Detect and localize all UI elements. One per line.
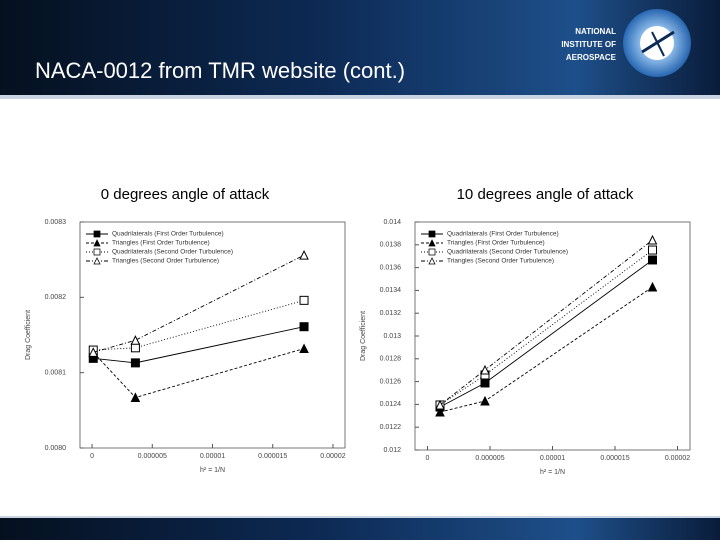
- y-tick-label: 0.0128: [380, 356, 402, 363]
- marker: [130, 335, 141, 345]
- legend-marker: [93, 239, 101, 247]
- legend-label: Quadrilaterals (First Order Turbulence): [447, 231, 559, 238]
- marker: [480, 378, 490, 388]
- x-tick-label: 0.000005: [138, 453, 167, 460]
- legend-label: Quadrilaterals (Second Order Turbulence): [112, 249, 233, 256]
- legend-marker: [428, 257, 436, 265]
- header-shadow: [0, 95, 720, 99]
- y-tick-label: 0.014: [383, 219, 401, 226]
- chart-title: 10 degrees angle of attack: [457, 186, 634, 203]
- y-tick-label: 0.0132: [380, 310, 402, 317]
- x-tick-label: 0: [90, 453, 94, 460]
- marker: [647, 281, 658, 292]
- x-axis-label: h² = 1/N: [200, 467, 225, 474]
- y-tick-label: 0.0080: [45, 445, 67, 452]
- marker: [480, 395, 490, 406]
- marker: [435, 406, 445, 417]
- y-tick-label: 0.012: [383, 447, 401, 454]
- y-tick-label: 0.0124: [380, 401, 402, 408]
- logo-emblem: [623, 9, 691, 77]
- slide-title: NACA-0012 from TMR website (cont.): [35, 58, 405, 83]
- marker: [130, 392, 141, 403]
- y-tick-label: 0.0082: [45, 294, 67, 301]
- logo-text: INSTITUTE OF: [561, 40, 616, 49]
- marker: [130, 343, 140, 353]
- y-tick-label: 0.0083: [45, 219, 67, 226]
- legend-marker: [428, 230, 436, 238]
- marker: [299, 343, 309, 354]
- marker: [299, 322, 309, 332]
- logo-text: NATIONAL: [575, 27, 616, 36]
- legend-label: Triangles (First Order Turbulence): [447, 240, 545, 247]
- x-tick-label: 0.00001: [200, 453, 225, 460]
- y-axis-label: Drag Coefficient: [25, 310, 32, 360]
- x-tick-label: 0.000005: [475, 455, 504, 462]
- header-bar: [0, 0, 720, 95]
- y-tick-label: 0.0126: [380, 378, 402, 385]
- marker: [435, 399, 445, 410]
- marker: [299, 250, 309, 260]
- legend-label: Quadrilaterals (Second Order Turbulence): [447, 249, 568, 256]
- marker: [88, 347, 99, 357]
- legend-label: Quadrilaterals (First Order Turbulence): [112, 231, 224, 238]
- legend-marker: [93, 230, 101, 238]
- legend-marker: [93, 248, 101, 256]
- legend-label: Triangles (First Order Turbulence): [112, 240, 210, 247]
- marker: [647, 234, 658, 245]
- x-axis-label: h² = 1/N: [540, 469, 565, 476]
- y-axis-label: Drag Coefficient: [360, 311, 367, 361]
- y-tick-label: 0.0081: [45, 370, 67, 377]
- x-tick-label: 0.00002: [665, 455, 690, 462]
- x-tick-label: 0.000015: [258, 453, 287, 460]
- y-tick-label: 0.013: [383, 333, 401, 340]
- y-tick-label: 0.0136: [380, 264, 402, 271]
- legend-marker: [428, 248, 436, 256]
- legend-label: Triangles (Second Order Turbulence): [447, 258, 554, 265]
- marker: [299, 295, 309, 305]
- x-tick-label: 0: [426, 455, 430, 462]
- footer-line: [0, 516, 720, 518]
- footer-bar: [0, 518, 720, 540]
- marker: [130, 358, 140, 368]
- chart-title: 0 degrees angle of attack: [101, 186, 270, 203]
- y-tick-label: 0.0134: [380, 287, 402, 294]
- marker: [648, 255, 657, 265]
- y-tick-label: 0.0122: [380, 424, 402, 431]
- marker: [648, 245, 657, 255]
- x-tick-label: 0.00001: [540, 455, 565, 462]
- y-tick-label: 0.0138: [380, 242, 402, 249]
- logo-text: AEROSPACE: [566, 53, 617, 62]
- legend-label: Triangles (Second Order Turbulence): [112, 258, 219, 265]
- legend-marker: [93, 257, 101, 265]
- marker: [480, 364, 490, 375]
- legend-marker: [428, 239, 436, 247]
- x-tick-label: 0.00002: [320, 453, 345, 460]
- x-tick-label: 0.000015: [600, 455, 629, 462]
